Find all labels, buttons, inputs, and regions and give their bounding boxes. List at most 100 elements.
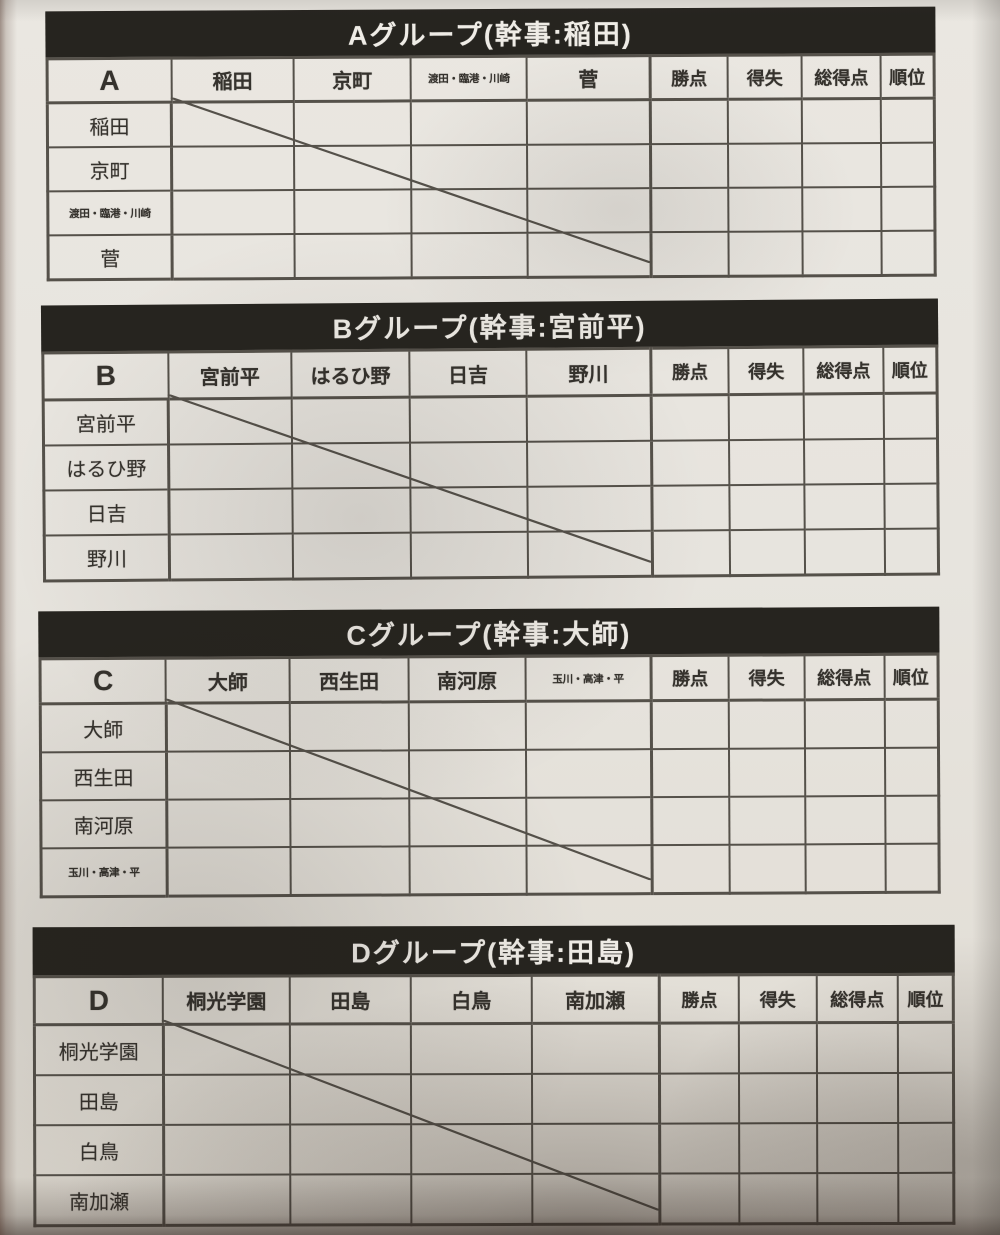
match-result-cell [290, 1174, 412, 1226]
stat-value-cell [659, 1123, 740, 1174]
group-D-col-stat-1: 勝点 [659, 974, 740, 1024]
group-D-header-row: D 桐光学園 田島 白鳥 南加瀬 勝点 得失 総得点 順位 [34, 974, 954, 1025]
match-result-cell [410, 441, 528, 488]
group-A-row-3: 渡田・臨港・川崎 [47, 186, 935, 236]
group-A-col-stat-4: 順位 [880, 54, 935, 99]
group-C-rowlabel-3: 南河原 [40, 799, 167, 849]
match-result-cell [291, 397, 411, 444]
group-D-letter: D [34, 976, 164, 1025]
stat-value-cell [881, 142, 935, 187]
group-D-title: Dグループ(幹事:田島) [351, 937, 637, 968]
stat-value-cell [881, 230, 936, 276]
stat-value-cell [727, 187, 803, 232]
match-result-cell [526, 700, 652, 750]
group-C-titlebar: Cグループ(幹事:大師) [38, 606, 940, 658]
group-B: Bグループ(幹事:宮前平) B 宮前平 はるひ野 日吉 野川 勝点 得失 総得点 順位 宮前平 はるひ… [40, 298, 941, 583]
group-D-row-2: 田島 [34, 1072, 954, 1126]
group-C-row-1: 大師 [40, 699, 939, 753]
group-C-header-row: C 大師 西生田 南河原 玉川・高津・平 勝点 得失 総得点 順位 [40, 654, 939, 704]
match-result-cell [527, 530, 653, 578]
stat-value-cell [729, 844, 806, 894]
stat-value-cell [727, 143, 803, 188]
group-A-col-team-2: 京町 [293, 56, 411, 102]
match-result-cell [163, 1174, 291, 1226]
stat-value-cell [659, 1073, 740, 1124]
stat-value-cell [898, 1072, 954, 1123]
group-B-row-2: はるひ野 [43, 438, 938, 491]
match-result-cell [526, 395, 652, 442]
match-result-cell [527, 99, 651, 145]
match-result-cell [290, 1124, 412, 1175]
match-result-cell [527, 144, 651, 189]
stat-value-cell [729, 484, 805, 531]
match-result-cell [290, 846, 410, 896]
group-C-col-team-1: 大師 [165, 657, 290, 704]
match-result-cell [531, 1073, 660, 1124]
match-result-cell [411, 188, 528, 234]
group-D-rowlabel-4: 南加瀬 [34, 1174, 164, 1226]
stat-value-cell [804, 699, 885, 749]
match-result-cell [410, 486, 528, 533]
group-C-col-team-4: 玉川・高津・平 [525, 655, 651, 702]
group-A-rowlabel-4: 菅 [47, 234, 173, 280]
stat-value-cell [816, 1072, 899, 1124]
stat-value-cell [881, 186, 935, 231]
group-D-col-stat-4: 順位 [898, 974, 954, 1023]
group-A-row-1: 稲田 [47, 98, 935, 148]
match-result-cell [293, 100, 412, 147]
stat-value-cell [659, 1022, 740, 1074]
match-result-cell [411, 1073, 532, 1125]
group-B-row-3: 日吉 [43, 483, 939, 536]
match-result-cell [410, 100, 528, 146]
group-B-header-row: B 宮前平 はるひ野 日吉 野川 勝点 得失 総得点 順位 [42, 345, 938, 401]
stat-value-cell [802, 230, 882, 276]
match-result-cell [163, 1024, 290, 1075]
group-B-table: B 宮前平 はるひ野 日吉 野川 勝点 得失 総得点 順位 宮前平 はるひ野 日吉 野川 [41, 344, 941, 583]
match-result-cell [171, 190, 295, 235]
match-result-cell [289, 1023, 412, 1075]
group-D-col-team-4: 南加瀬 [531, 975, 660, 1024]
stat-value-cell [650, 187, 729, 233]
group-D-col-team-1: 桐光学園 [162, 976, 290, 1025]
group-C-title: Cグループ(幹事:大師) [346, 618, 632, 651]
match-result-cell [168, 443, 293, 490]
stat-value-cell [883, 438, 938, 484]
stat-value-cell [739, 1073, 817, 1124]
stat-value-cell [728, 231, 803, 277]
match-result-cell [163, 1074, 291, 1125]
group-A-header-row: A 稲田 京町 渡田・臨港・川崎菅勝点 得失 総得点 順位 [47, 54, 935, 103]
group-A-letter: A [47, 58, 172, 103]
group-A-col-team-4: 菅 [526, 55, 651, 101]
match-result-cell [411, 1023, 532, 1075]
group-B-letter: B [42, 352, 169, 401]
stat-value-cell [650, 143, 728, 189]
group-A-rowlabel-1: 稲田 [47, 102, 172, 148]
match-result-cell [171, 146, 295, 191]
stat-value-cell [651, 796, 730, 846]
match-result-cell [408, 701, 527, 751]
match-result-cell [527, 485, 653, 532]
stat-value-cell [884, 528, 939, 575]
match-result-cell [526, 845, 652, 895]
group-A-row-4: 菅 [47, 230, 936, 280]
match-result-cell [166, 751, 291, 800]
stat-value-cell [802, 142, 882, 188]
stat-value-cell [650, 700, 730, 750]
match-result-cell [527, 232, 652, 278]
group-C: Cグループ(幹事:大師) C 大師 西生田 南河原 玉川・高津・平 勝点 得失 総得点 順位 大師西… [38, 606, 941, 899]
group-B-col-team-3: 日吉 [409, 349, 527, 398]
stat-value-cell [651, 440, 730, 486]
stat-value-cell [898, 1122, 954, 1173]
group-D-titlebar: Dグループ(幹事:田島) [32, 924, 955, 976]
match-result-cell [294, 189, 412, 235]
group-B-col-team-1: 宮前平 [167, 351, 292, 400]
stat-value-cell [804, 528, 885, 576]
stat-value-cell [884, 795, 939, 844]
group-D: Dグループ(幹事:田島) D 桐光学園 田島 白鳥 南加瀬 勝点 得失 総得点 順位 桐光学園 田島白… [32, 924, 956, 1228]
stat-value-cell [739, 1022, 817, 1074]
stat-value-cell [729, 529, 806, 576]
group-D-table: D 桐光学園 田島 白鳥 南加瀬 勝点 得失 総得点 順位 桐光学園 田島 白鳥 南加瀬 [32, 972, 956, 1228]
group-A-col-team-3: 渡田・臨港・川崎 [410, 56, 528, 101]
group-A-col-stat-2: 得失 [727, 54, 803, 100]
